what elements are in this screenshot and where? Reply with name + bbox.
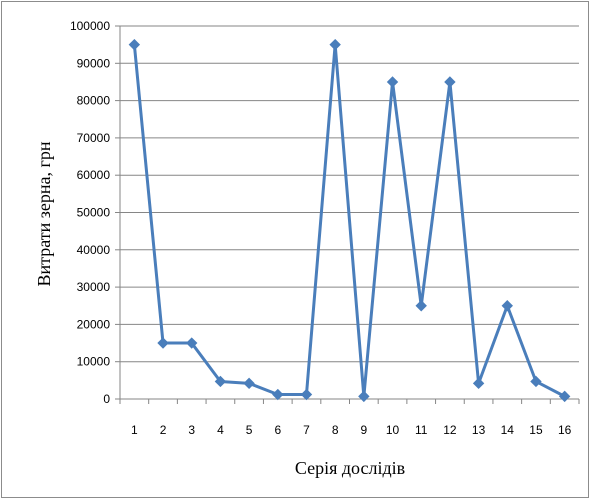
y-tick-label: 60000 [77, 168, 111, 182]
x-tick-label: 3 [188, 423, 195, 437]
x-tick-label: 12 [443, 423, 457, 437]
x-tick-label: 7 [303, 423, 310, 437]
y-tick-label: 80000 [77, 94, 111, 108]
axes [115, 25, 580, 404]
x-tick-label: 15 [529, 423, 543, 437]
x-tick-label: 8 [332, 423, 339, 437]
x-tick-labels: 1 2 3 4 5 6 7 8 9 10 11 12 13 14 15 16 [131, 423, 572, 437]
data-point [186, 337, 198, 349]
x-tick-label: 6 [274, 423, 281, 437]
x-tick-label: 5 [246, 423, 253, 437]
data-point [272, 388, 284, 401]
x-tick-label: 2 [160, 423, 167, 437]
y-tick-label: 10000 [77, 355, 111, 369]
data-point [157, 337, 169, 349]
x-tick-label: 1 [131, 423, 138, 437]
x-tick-label: 11 [415, 423, 428, 437]
data-point [214, 375, 227, 388]
y-tick-label: 90000 [77, 56, 111, 70]
x-tick-label: 10 [386, 423, 400, 437]
data-point [329, 38, 341, 51]
x-axis-title: Серія дослідів [295, 458, 405, 478]
data-point [558, 390, 571, 403]
data-point [501, 300, 513, 312]
y-axis-title: Витрати зерна, грн [34, 141, 54, 286]
x-tick-label: 9 [361, 423, 368, 437]
y-tick-label: 30000 [77, 280, 111, 294]
data-point [415, 300, 427, 312]
y-tick-label: 70000 [77, 131, 111, 145]
y-tick-label: 40000 [77, 243, 111, 257]
data-point [243, 377, 255, 390]
data-point [472, 377, 485, 390]
series-layer [128, 38, 571, 403]
y-tick-label: 0 [103, 392, 110, 406]
y-tick-label: 100000 [70, 19, 110, 33]
data-point [300, 388, 313, 401]
y-tick-label: 50000 [77, 206, 111, 220]
x-tick-label: 4 [217, 423, 224, 437]
x-tick-label: 13 [472, 423, 486, 437]
data-point [444, 76, 456, 88]
data-point [530, 375, 542, 388]
x-tick-label: 16 [558, 423, 572, 437]
data-point [386, 76, 399, 88]
x-tick-label: 14 [501, 423, 515, 437]
series-line [132, 43, 566, 398]
data-point [128, 38, 141, 51]
data-point [358, 390, 370, 403]
y-tick-label: 20000 [77, 317, 111, 331]
y-tick-labels: 0 10000 20000 30000 40000 50000 60000 70000 8000… [70, 19, 110, 406]
